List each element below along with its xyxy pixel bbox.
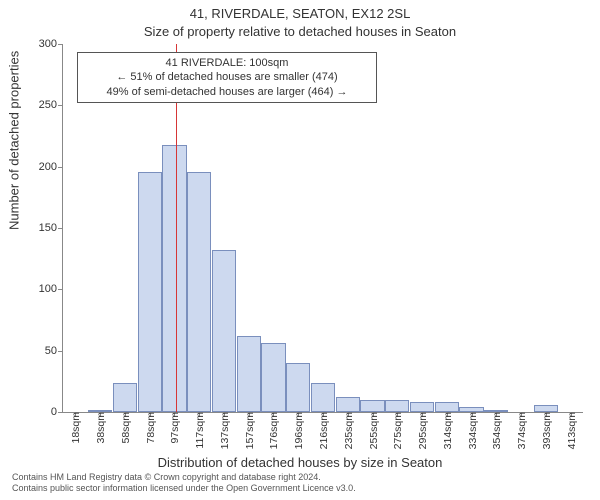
y-tick-mark: [58, 228, 63, 229]
x-axis-title: Distribution of detached houses by size …: [0, 455, 600, 470]
x-tick-label: 295sqm: [415, 412, 429, 449]
histogram-bar: [286, 363, 310, 412]
histogram-bar: [187, 172, 211, 412]
y-tick-mark: [58, 105, 63, 106]
x-tick-label: 314sqm: [440, 412, 454, 449]
x-tick-label: 196sqm: [291, 412, 305, 449]
x-tick-label: 38sqm: [93, 412, 107, 444]
footer-line1: Contains HM Land Registry data © Crown c…: [12, 472, 356, 483]
histogram-bar: [261, 343, 285, 412]
y-tick-mark: [58, 289, 63, 290]
y-axis-title: Number of detached properties: [7, 51, 22, 230]
y-tick-mark: [58, 44, 63, 45]
x-tick-label: 176sqm: [266, 412, 280, 449]
histogram-bar: [113, 383, 137, 412]
x-tick-label: 137sqm: [217, 412, 231, 449]
x-tick-label: 354sqm: [489, 412, 503, 449]
x-tick-label: 117sqm: [192, 412, 206, 449]
histogram-bar: [138, 172, 162, 412]
histogram-bar: [435, 402, 459, 412]
x-tick-label: 374sqm: [514, 412, 528, 449]
histogram-bar: [88, 410, 112, 412]
y-tick-mark: [58, 412, 63, 413]
histogram-bar: [410, 402, 434, 412]
histogram-bar: [311, 383, 335, 412]
histogram-bar: [534, 405, 558, 412]
x-tick-label: 275sqm: [390, 412, 404, 449]
footer-line2: Contains public sector information licen…: [12, 483, 356, 494]
x-tick-label: 18sqm: [68, 412, 82, 444]
histogram-bar: [212, 250, 236, 412]
x-tick-label: 97sqm: [167, 412, 181, 444]
histogram-bar: [336, 397, 360, 412]
y-tick-mark: [58, 351, 63, 352]
chart-title-line1: 41, RIVERDALE, SEATON, EX12 2SL: [0, 6, 600, 21]
x-tick-label: 255sqm: [366, 412, 380, 449]
x-tick-label: 216sqm: [316, 412, 330, 449]
annotation-box: 41 RIVERDALE: 100sqm← 51% of detached ho…: [77, 52, 377, 103]
annotation-line3: 49% of semi-detached houses are larger (…: [84, 85, 370, 99]
histogram-bar: [162, 145, 186, 412]
chart-title-line2: Size of property relative to detached ho…: [0, 24, 600, 39]
y-tick-mark: [58, 167, 63, 168]
annotation-line2: ← 51% of detached houses are smaller (47…: [84, 70, 370, 84]
footer-attribution: Contains HM Land Registry data © Crown c…: [12, 472, 356, 494]
x-tick-label: 334sqm: [465, 412, 479, 449]
histogram-bar: [459, 407, 483, 412]
x-tick-label: 58sqm: [118, 412, 132, 444]
x-tick-label: 413sqm: [564, 412, 578, 449]
plot-area: 05010015020025030018sqm38sqm58sqm78sqm97…: [62, 44, 583, 413]
x-tick-label: 78sqm: [143, 412, 157, 444]
histogram-bar: [484, 410, 508, 412]
x-tick-label: 393sqm: [539, 412, 553, 449]
annotation-line1: 41 RIVERDALE: 100sqm: [84, 56, 370, 70]
histogram-bar: [385, 400, 409, 412]
histogram-bar: [360, 400, 384, 412]
x-tick-label: 235sqm: [341, 412, 355, 449]
histogram-bar: [237, 336, 261, 412]
x-tick-label: 157sqm: [242, 412, 256, 449]
